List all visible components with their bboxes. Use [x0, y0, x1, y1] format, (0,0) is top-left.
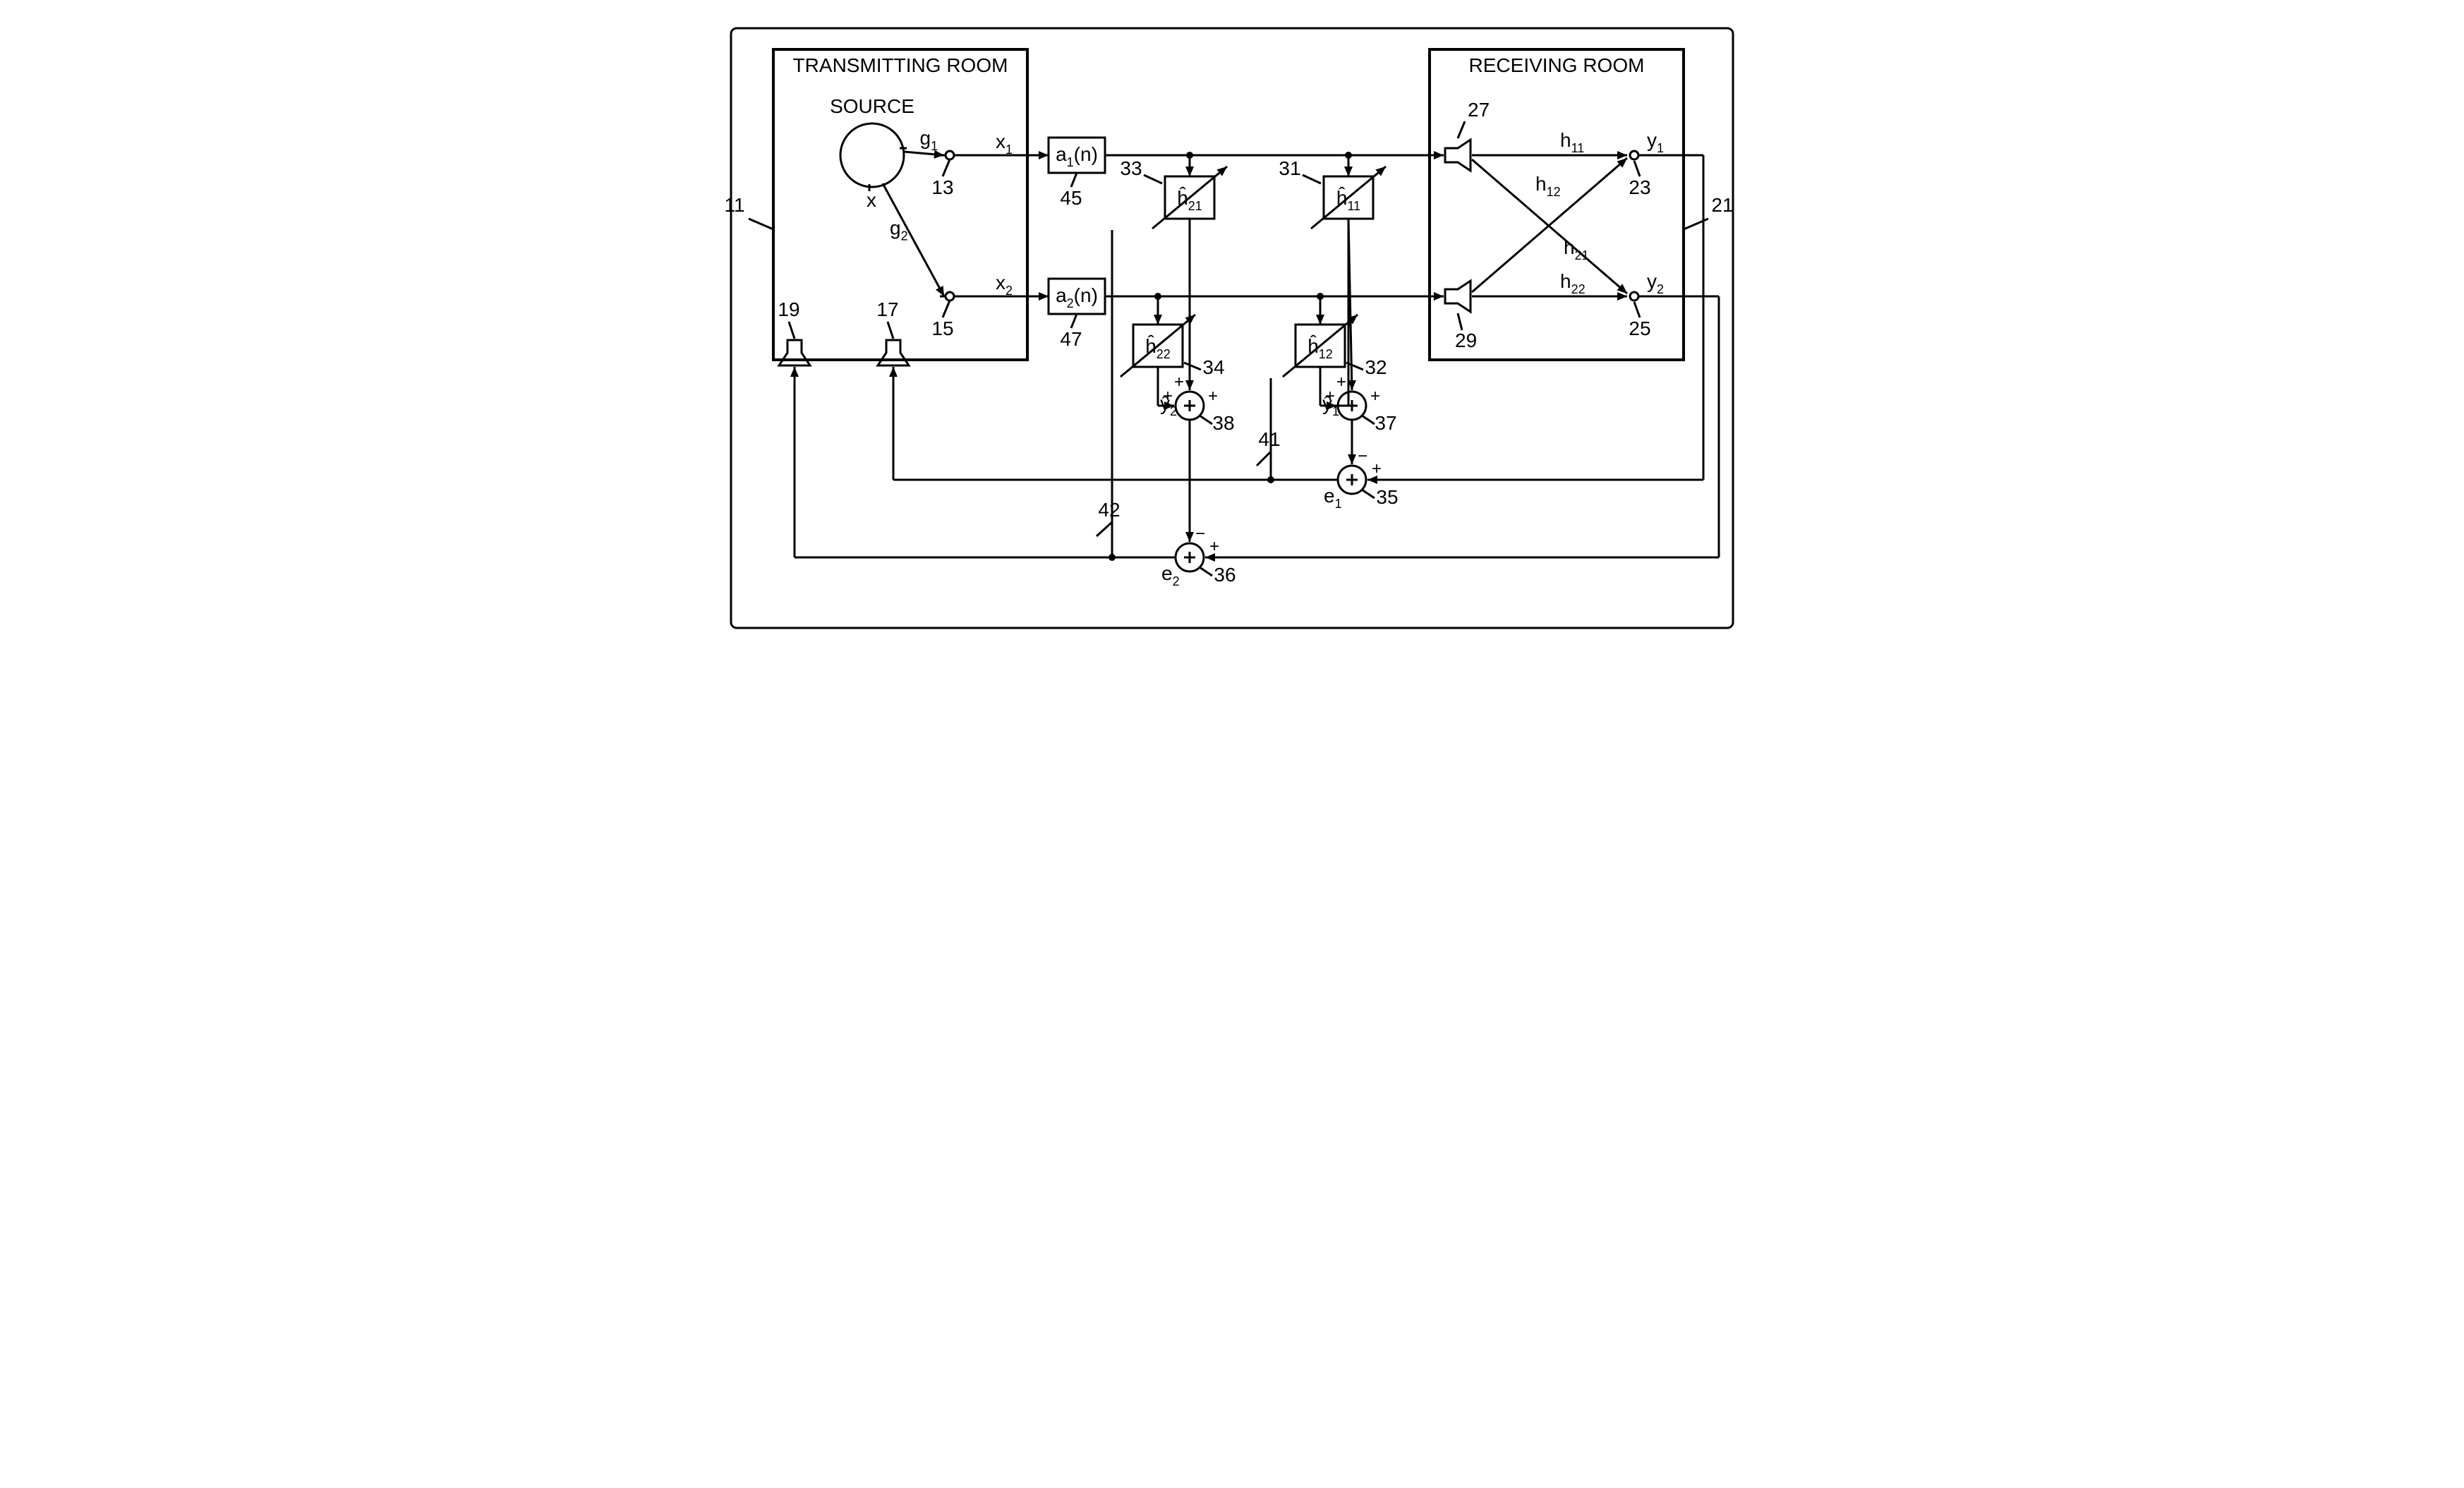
- svg-text:a2(n): a2(n): [1056, 284, 1098, 310]
- svg-text:x1: x1: [996, 131, 1013, 157]
- svg-text:+: +: [1336, 373, 1346, 392]
- svg-text:21: 21: [1711, 194, 1733, 216]
- block-diagram: TRANSMITTING ROOM RECEIVING ROOM 11 21 SOURC…: [710, 14, 1754, 649]
- svg-text:+: +: [1372, 459, 1382, 478]
- svg-text:TRANSMITTING ROOM: TRANSMITTING ROOM: [793, 54, 1008, 76]
- svg-text:17: 17: [876, 298, 898, 320]
- svg-text:34: 34: [1202, 356, 1224, 378]
- svg-text:42: 42: [1098, 499, 1120, 521]
- svg-text:−: −: [1195, 524, 1205, 543]
- svg-text:g1: g1: [920, 127, 938, 153]
- svg-text:35: 35: [1376, 486, 1398, 508]
- svg-text:h12: h12: [1535, 173, 1561, 199]
- svg-text:33: 33: [1120, 157, 1142, 179]
- svg-text:+: +: [1163, 387, 1173, 406]
- svg-text:11: 11: [724, 194, 744, 216]
- svg-text:45: 45: [1060, 187, 1082, 209]
- svg-text:RECEIVING ROOM: RECEIVING ROOM: [1469, 54, 1645, 76]
- svg-text:41: 41: [1258, 428, 1280, 450]
- svg-text:h22: h22: [1560, 270, 1586, 296]
- svg-text:32: 32: [1365, 356, 1387, 378]
- svg-text:h21: h21: [1564, 236, 1589, 262]
- svg-text:e2: e2: [1161, 562, 1180, 588]
- svg-text:+: +: [1325, 387, 1335, 406]
- svg-text:36: 36: [1214, 564, 1236, 586]
- svg-text:19: 19: [778, 298, 799, 320]
- svg-text:x2: x2: [996, 272, 1013, 298]
- svg-text:x: x: [866, 189, 876, 211]
- svg-text:+: +: [1174, 373, 1184, 392]
- svg-text:29: 29: [1455, 329, 1477, 351]
- svg-text:h11: h11: [1560, 129, 1584, 155]
- svg-text:y2: y2: [1647, 270, 1664, 296]
- svg-text:37: 37: [1375, 412, 1396, 434]
- svg-text:+: +: [1209, 537, 1219, 556]
- svg-text:38: 38: [1212, 412, 1234, 434]
- svg-text:y1: y1: [1647, 129, 1664, 155]
- svg-text:+: +: [1208, 387, 1218, 406]
- svg-text:27: 27: [1468, 99, 1490, 121]
- svg-text:23: 23: [1629, 176, 1650, 198]
- svg-text:13: 13: [931, 176, 953, 198]
- svg-text:25: 25: [1629, 317, 1650, 339]
- svg-text:SOURCE: SOURCE: [830, 95, 914, 117]
- svg-text:+: +: [1370, 387, 1380, 406]
- svg-text:15: 15: [931, 317, 953, 339]
- svg-text:31: 31: [1279, 157, 1300, 179]
- svg-text:g2: g2: [890, 217, 908, 243]
- svg-text:47: 47: [1060, 328, 1082, 350]
- svg-text:a1(n): a1(n): [1056, 143, 1098, 169]
- svg-text:−: −: [1358, 447, 1367, 466]
- svg-text:e1: e1: [1324, 485, 1342, 511]
